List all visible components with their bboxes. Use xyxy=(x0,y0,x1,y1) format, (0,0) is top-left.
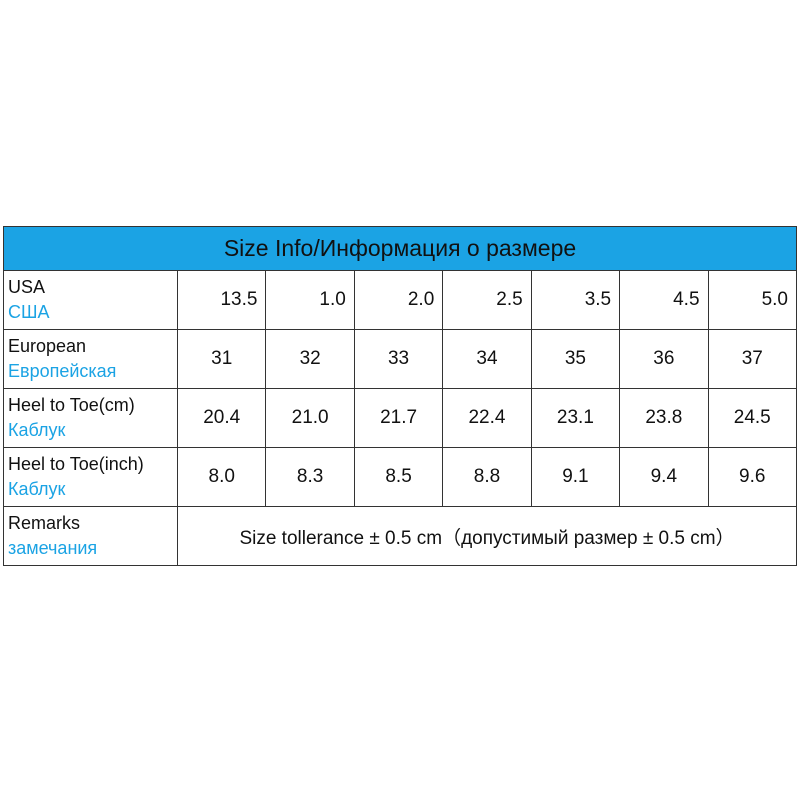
size-table: Size Info/Информация о размере USA США 13.… xyxy=(3,226,798,566)
cell: 35 xyxy=(530,329,621,389)
table-row: Heel to Toe(cm) Каблук 20.4 21.0 21.7 22.4 23.… xyxy=(3,388,798,448)
row-label: Heel to Toe(inch) Каблук xyxy=(3,447,178,507)
row-label: USA США xyxy=(3,270,178,330)
cell: 23.8 xyxy=(619,388,709,448)
cell: 21.0 xyxy=(265,388,355,448)
cell: 9.6 xyxy=(707,447,798,507)
label-ru: замечания xyxy=(8,538,98,558)
label-en: European xyxy=(8,336,87,356)
cell: 37 xyxy=(707,329,798,389)
cell: 8.0 xyxy=(176,447,267,507)
table-row: Heel to Toe(inch) Каблук 8.0 8.3 8.5 8.8 9.1 9.… xyxy=(3,447,798,507)
label-ru: Каблук xyxy=(8,479,66,499)
cell: 22.4 xyxy=(442,388,532,448)
label-en: USA xyxy=(8,277,46,297)
row-label: Remarks замечания xyxy=(3,506,178,566)
cell: 9.1 xyxy=(530,447,621,507)
label-ru: США xyxy=(8,302,50,322)
cell: 33 xyxy=(353,329,444,389)
remarks-text: Size tollerance ± 0.5 cm（допустимый разм… xyxy=(177,506,797,566)
table-title: Size Info/Информация о размере xyxy=(3,226,797,271)
remarks-row: Remarks замечания Size tollerance ± 0.5 cm… xyxy=(3,506,797,566)
cell: 2.0 xyxy=(353,270,444,330)
cell: 4.5 xyxy=(619,270,709,330)
label-en: Remarks xyxy=(8,513,81,533)
cell: 1.0 xyxy=(265,270,355,330)
cell: 20.4 xyxy=(176,388,267,448)
label-en: Heel to Toe(inch) xyxy=(8,454,144,474)
row-label: European Европейская xyxy=(3,329,178,389)
cell: 31 xyxy=(176,329,267,389)
label-en: Heel to Toe(cm) xyxy=(8,395,135,415)
cell: 34 xyxy=(442,329,532,389)
cell: 21.7 xyxy=(353,388,444,448)
cell: 36 xyxy=(619,329,709,389)
table-row: European Европейская 31 32 33 34 35 36 37 xyxy=(3,329,798,389)
cell: 3.5 xyxy=(530,270,621,330)
cell: 8.5 xyxy=(353,447,444,507)
row-label: Heel to Toe(cm) Каблук xyxy=(3,388,178,448)
cell: 23.1 xyxy=(530,388,621,448)
cell: 5.0 xyxy=(707,270,798,330)
cell: 32 xyxy=(265,329,355,389)
label-ru: Каблук xyxy=(8,420,66,440)
label-ru: Европейская xyxy=(8,361,117,381)
cell: 8.8 xyxy=(442,447,532,507)
cell: 8.3 xyxy=(265,447,355,507)
cell: 2.5 xyxy=(442,270,532,330)
table-row: USA США 13.5 1.0 2.0 2.5 3.5 4.5 5.0 xyxy=(3,270,798,330)
size-table-wrap: Size Info/Информация о размере USA США 13.… xyxy=(3,226,798,566)
cell: 9.4 xyxy=(619,447,709,507)
cell: 13.5 xyxy=(176,270,267,330)
cell: 24.5 xyxy=(707,388,798,448)
